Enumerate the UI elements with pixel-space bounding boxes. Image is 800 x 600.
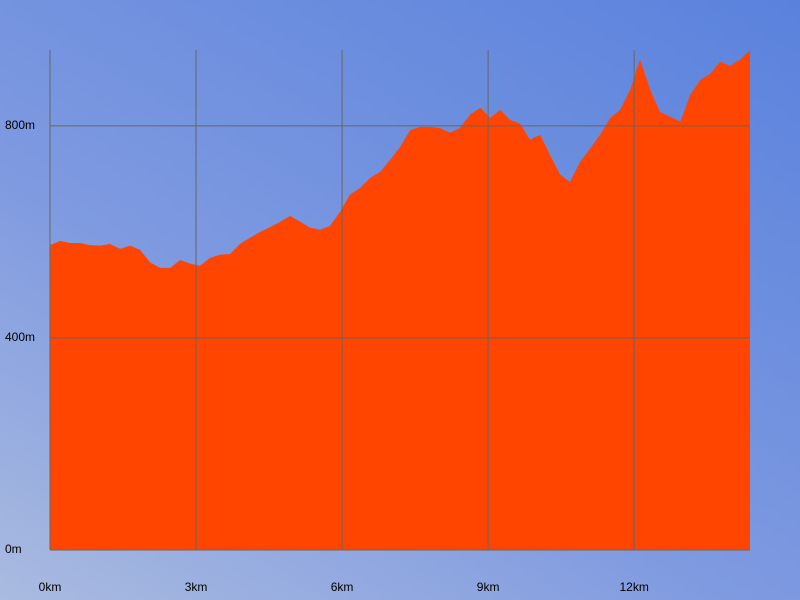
elevation-area — [50, 50, 750, 550]
x-tick-label: 0km — [39, 580, 62, 594]
y-tick-label: 0m — [5, 542, 22, 556]
x-tick-label: 9km — [477, 580, 500, 594]
x-tick-label: 3km — [185, 580, 208, 594]
y-tick-label: 400m — [5, 330, 35, 344]
y-tick-label: 800m — [5, 118, 35, 132]
x-tick-label: 12km — [619, 580, 648, 594]
x-tick-label: 6km — [331, 580, 354, 594]
